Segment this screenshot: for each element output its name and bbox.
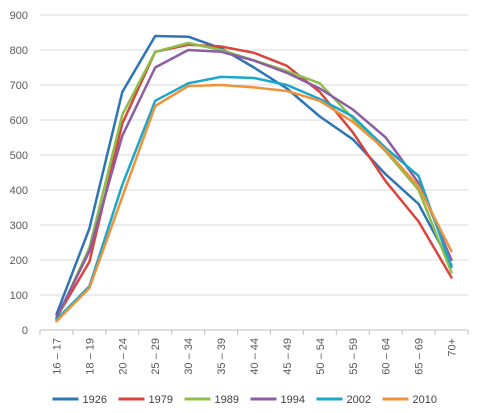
y-tick-label: 200 <box>10 255 28 267</box>
legend-item: 2002 <box>316 394 371 406</box>
x-axis: 16 – 17 18 – 19 20 – 24 25 – 29 30 – 34 35 – … <box>39 329 469 375</box>
legend-label: 2010 <box>413 394 437 406</box>
legend-label: 1979 <box>149 394 173 406</box>
legend: 1926 1979 1989 1994 2002 2010 <box>52 394 437 406</box>
y-tick-label: 0 <box>22 325 28 337</box>
y-tick-label: 500 <box>10 150 28 162</box>
legend-item: 1979 <box>118 394 173 406</box>
x-tick-label: 70+ <box>447 338 459 357</box>
y-tick-label: 400 <box>10 185 28 197</box>
x-tick-label: 55 – 59 <box>348 338 360 375</box>
x-tick-label: 30 – 34 <box>183 338 195 375</box>
series-line-2002 <box>55 75 453 321</box>
series-line-1979 <box>55 43 453 320</box>
x-tick-label: 16 – 17 <box>51 338 63 375</box>
x-tick-label: 40 – 44 <box>249 338 261 375</box>
legend-label: 1989 <box>215 394 239 406</box>
x-tick-label: 45 – 49 <box>282 338 294 375</box>
y-tick-label: 900 <box>10 10 28 22</box>
x-tick-label: 60 – 64 <box>381 338 393 375</box>
legend-item: 1989 <box>184 394 239 406</box>
legend-label: 2002 <box>347 394 371 406</box>
x-tick-label: 18 – 19 <box>84 338 96 375</box>
x-tick-label: 20 – 24 <box>117 338 129 375</box>
legend-label: 1994 <box>281 394 305 406</box>
series-lines <box>55 34 453 323</box>
series-line-1926 <box>55 34 453 316</box>
legend-item: 1926 <box>52 394 107 406</box>
y-tick-label: 300 <box>10 220 28 232</box>
y-tick-label: 700 <box>10 80 28 92</box>
x-tick-label: 35 – 39 <box>216 338 228 375</box>
y-tick-label: 800 <box>10 45 28 57</box>
x-tick-label: 50 – 54 <box>315 338 327 375</box>
series-line-1994 <box>55 48 453 320</box>
x-tick-label: 25 – 29 <box>150 338 162 375</box>
series-line-2010 <box>55 83 453 323</box>
x-tick-label: 65 – 69 <box>414 338 426 375</box>
legend-label: 1926 <box>83 394 107 406</box>
y-axis: 0 100 200 300 400 500 600 700 800 900 <box>10 10 28 337</box>
legend-item: 2010 <box>382 394 437 406</box>
legend-item: 1994 <box>250 394 305 406</box>
y-tick-label: 100 <box>10 290 28 302</box>
gridlines <box>40 14 468 296</box>
y-tick-label: 600 <box>10 115 28 127</box>
